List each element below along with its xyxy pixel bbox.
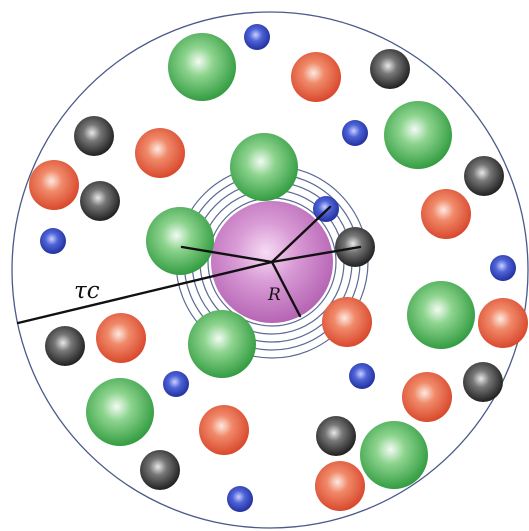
radius-line <box>270 205 332 264</box>
red-particle <box>421 189 471 239</box>
cutoff-radius-line <box>16 260 274 325</box>
radius-line <box>270 245 362 264</box>
black-particle <box>316 416 356 456</box>
black-particle <box>463 362 503 402</box>
blue-particle <box>163 371 189 397</box>
red-particle <box>29 160 79 210</box>
blue-particle <box>490 255 516 281</box>
black-particle <box>74 116 114 156</box>
radius-lines <box>16 205 362 325</box>
red-particle <box>402 372 452 422</box>
black-particle <box>80 181 120 221</box>
green-particle <box>360 421 428 489</box>
green-particle <box>146 207 214 275</box>
red-particle <box>291 52 341 102</box>
solute-radius-line <box>270 260 302 318</box>
green-particle <box>86 378 154 446</box>
green-particle <box>230 133 298 201</box>
green-particle <box>407 281 475 349</box>
red-particles <box>29 52 528 511</box>
red-particle <box>322 297 372 347</box>
radius-line <box>180 245 274 264</box>
red-particle <box>315 461 365 511</box>
red-particle <box>478 298 528 348</box>
black-particle <box>45 326 85 366</box>
green-particles <box>86 33 475 489</box>
black-particles <box>45 49 504 490</box>
blue-particle <box>227 486 253 512</box>
black-particle <box>370 49 410 89</box>
black-particle <box>464 156 504 196</box>
black-particle <box>140 450 180 490</box>
blue-particles <box>40 24 516 512</box>
cutoff-boundary <box>11 11 529 529</box>
green-particle <box>384 101 452 169</box>
red-particle <box>96 313 146 363</box>
blue-particle <box>349 363 375 389</box>
cutoff-radius-label: τc <box>74 278 100 304</box>
red-particle <box>135 128 185 178</box>
green-particle <box>168 33 236 101</box>
green-particle <box>188 310 256 378</box>
blue-particle <box>40 228 66 254</box>
blue-particle <box>244 24 270 50</box>
solute-radius-label: R <box>267 285 281 305</box>
red-particle <box>199 405 249 455</box>
blue-particle <box>342 120 368 146</box>
